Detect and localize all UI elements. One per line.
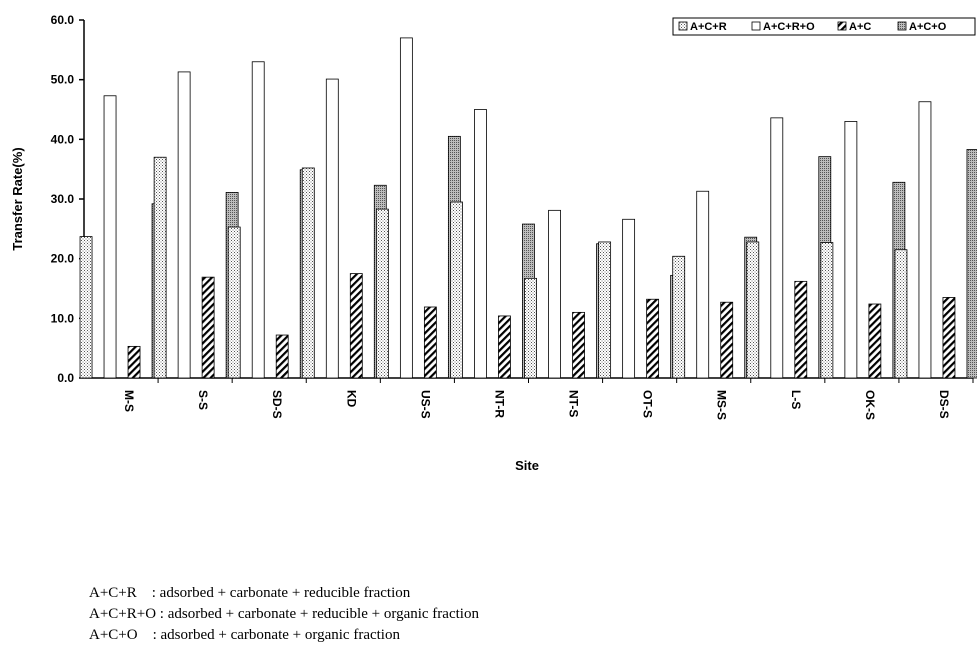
bar-ac-nt-s [572, 311, 585, 379]
footnotes: A+C+R : adsorbed + carbonate + reducible… [89, 583, 479, 646]
bar-acr-us-s [375, 208, 389, 379]
bar-acro-ds-s [918, 101, 932, 379]
x-tick-label: S-S [196, 390, 210, 410]
y-tick-label: 50.0 [51, 73, 75, 87]
note-acro: A+C+R+O : adsorbed + carbonate + reducib… [89, 606, 479, 622]
bar-acro-nt-s [548, 209, 561, 379]
legend-label: A+C+R [690, 21, 727, 33]
x-axis-title: Site [515, 458, 539, 473]
bar-aco-ds-s [966, 149, 977, 379]
bar-ac-kd [349, 273, 363, 379]
bar-acr-nt-s [524, 277, 537, 379]
bar-acro-kd [325, 78, 339, 379]
legend-swatch [837, 21, 847, 31]
bar-acr-l-s [746, 241, 760, 379]
bar-acro-sd-s [251, 61, 265, 379]
bar-acro-ms-s [696, 190, 710, 379]
bar-acr-m-s [79, 236, 93, 379]
bar-acro-ot-s [622, 218, 636, 379]
x-tick-label: MS-S [715, 390, 729, 420]
bar-acr-kd [301, 167, 315, 379]
bar-ac-ot-s [646, 298, 660, 379]
bar-acr-ms-s [672, 255, 686, 379]
bar-acro-l-s [770, 117, 784, 379]
x-tick-label: NT-R [492, 390, 506, 418]
x-tick-label: SD-S [270, 390, 284, 419]
y-tick-label: 0.0 [57, 371, 74, 385]
y-axis-title: Transfer Rate(%) [10, 147, 25, 250]
bar-acr-ds-s [894, 249, 908, 379]
bar-acro-us-s [399, 37, 413, 379]
legend-swatch [897, 21, 907, 31]
bar-acro-nt-r [474, 109, 487, 379]
x-tick-label: OK-S [863, 390, 877, 420]
bar-ac-s-s [201, 276, 215, 379]
bar-ac-ok-s [868, 303, 882, 379]
x-tick-label: US-S [418, 390, 432, 419]
bar-ac-ds-s [942, 297, 956, 379]
y-tick-label: 20.0 [51, 252, 75, 266]
bar-ac-ms-s [720, 301, 734, 379]
x-tick-label: KD [344, 390, 358, 408]
bar-ac-nt-r [498, 315, 511, 379]
y-tick-label: 60.0 [51, 13, 75, 27]
bar-ac-sd-s [275, 334, 289, 379]
bar-acr-sd-s [227, 226, 241, 379]
x-tick-label: DS-S [937, 390, 951, 419]
bar-acr-s-s [153, 156, 167, 379]
note-aco: A+C+O : adsorbed + carbonate + organic f… [89, 627, 400, 643]
bar-acro-s-s [177, 71, 191, 379]
y-ticks: 0.0 10.0 20.0 30.0 40.0 50.0 60.0 [51, 13, 84, 385]
y-tick-label: 40.0 [51, 132, 75, 146]
bar-chart: 0.0 10.0 20.0 30.0 40.0 50.0 60.0 M-S S-S SD-S KD… [10, 13, 977, 473]
bar-acr-ok-s [820, 242, 834, 379]
bar-acr-ot-s [598, 241, 612, 379]
legend-swatch [678, 21, 688, 31]
bar-ac-l-s [794, 280, 808, 379]
bar-acr-nt-r [450, 201, 463, 379]
legend-label: A+C [849, 21, 871, 33]
bar-acro-ok-s [844, 121, 858, 379]
x-tick-label: OT-S [641, 390, 655, 418]
x-ticks: M-S S-S SD-S KD US-S NT-R NT-S OT-S MS-S L-S OK-S D… [122, 378, 974, 420]
legend: A+C+R A+C+R+O A+C A+C+O [672, 17, 976, 36]
bar-acro-m-s [103, 95, 117, 379]
bar-ac-m-s [127, 345, 141, 379]
note-acr: A+C+R : adsorbed + carbonate + reducible… [89, 585, 411, 601]
x-tick-label: NT-S [567, 390, 581, 417]
y-tick-label: 10.0 [51, 311, 75, 325]
bar-ac-us-s [423, 306, 437, 379]
x-tick-label: M-S [122, 390, 136, 412]
bars [79, 37, 977, 379]
legend-label: A+C+O [909, 21, 947, 33]
y-tick-label: 30.0 [51, 192, 75, 206]
x-tick-label: L-S [789, 390, 803, 409]
legend-label: A+C+R+O [763, 21, 815, 33]
legend-swatch [751, 21, 761, 31]
